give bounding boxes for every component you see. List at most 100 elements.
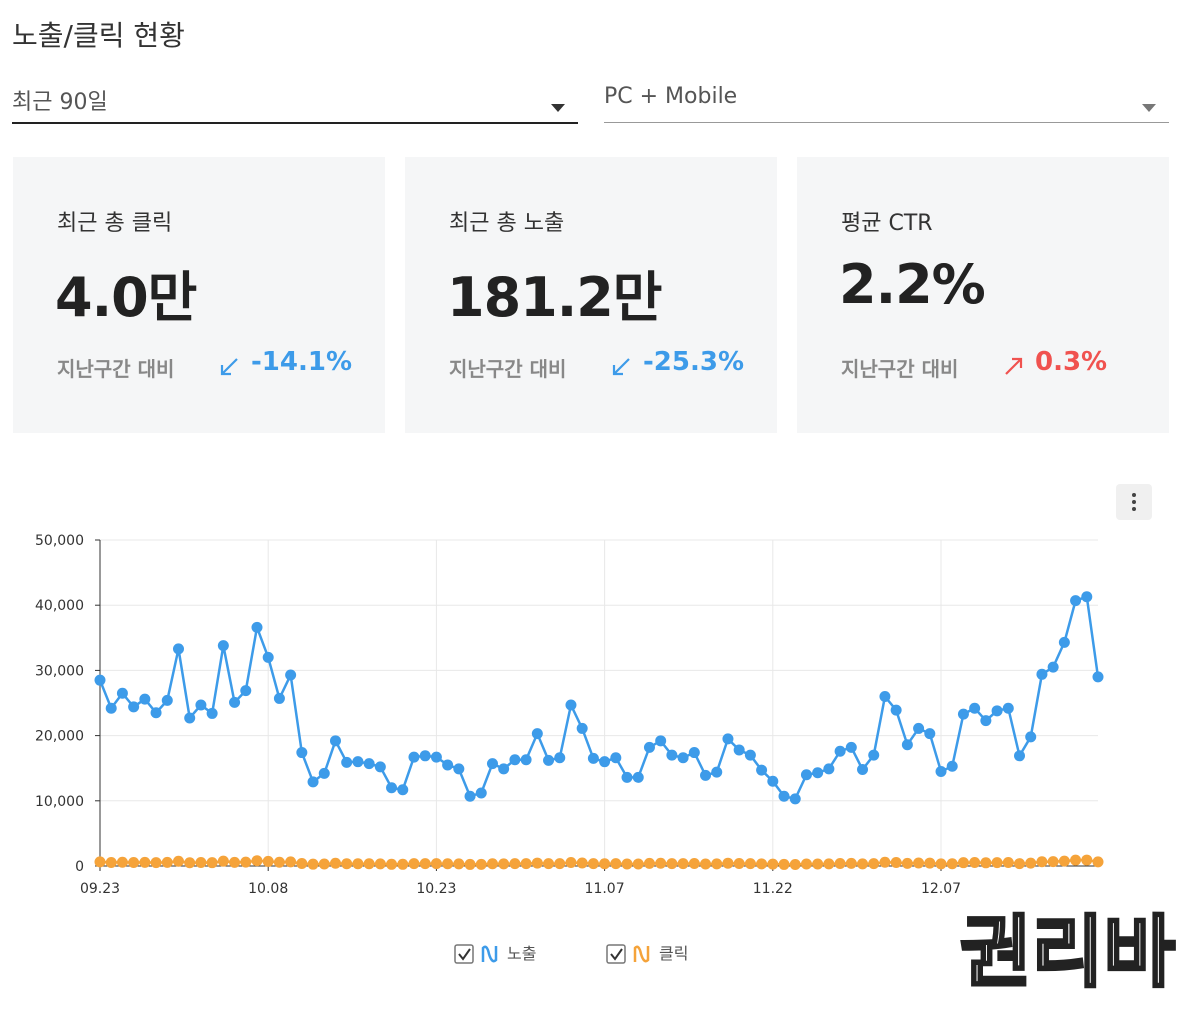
- data-point: [1058, 855, 1070, 867]
- chart: 0 10,000 20,000 30,000 40,000 50,000 09.23 10.0…: [35, 533, 1104, 964]
- y-tick-label: 50,000: [35, 533, 84, 549]
- data-point: [666, 858, 678, 870]
- data-point: [610, 858, 622, 870]
- data-point: [711, 766, 723, 778]
- data-point: [262, 651, 274, 663]
- data-point: [1058, 636, 1070, 648]
- chart-menu-button[interactable]: [1116, 484, 1152, 520]
- data-point: [419, 750, 431, 762]
- data-point: [845, 741, 857, 753]
- data-point: [206, 857, 218, 869]
- data-point: [980, 857, 992, 869]
- data-point: [1025, 731, 1037, 743]
- data-point: [1081, 591, 1093, 603]
- data-point: [139, 856, 151, 868]
- data-point: [565, 699, 577, 711]
- data-point: [386, 782, 398, 794]
- data-point: [565, 856, 577, 868]
- data-point: [464, 790, 476, 802]
- data-point: [800, 769, 812, 781]
- data-point: [599, 756, 611, 768]
- data-point: [150, 857, 162, 869]
- data-point: [688, 858, 700, 870]
- data-point: [890, 857, 902, 869]
- data-point: [554, 752, 566, 764]
- change-arrow: [612, 358, 630, 376]
- card-compare-label: 지난구간 대비: [57, 357, 175, 381]
- data-point: [610, 752, 622, 764]
- dropdown-arrow[interactable]: [1142, 104, 1156, 112]
- data-point: [946, 858, 958, 870]
- data-point: [486, 758, 498, 770]
- card-value: 2.2%: [839, 253, 986, 316]
- data-point: [643, 857, 655, 869]
- data-point: [655, 735, 667, 747]
- data-point: [700, 769, 712, 781]
- period-dropdown[interactable]: 최근 90일: [12, 90, 108, 115]
- legend-checkbox[interactable]: [454, 944, 474, 964]
- data-point: [576, 722, 588, 734]
- card-compare-label: 지난구간 대비: [841, 357, 959, 381]
- data-point: [554, 858, 566, 870]
- data-point: [172, 855, 184, 867]
- data-point: [128, 701, 140, 713]
- legend-item[interactable]: 클릭: [606, 944, 688, 964]
- data-point: [296, 747, 308, 759]
- data-point: [419, 858, 431, 870]
- data-point: [901, 739, 913, 751]
- data-point: [105, 702, 117, 714]
- card-label: 최근 총 클릭: [57, 211, 173, 236]
- data-point: [150, 707, 162, 719]
- data-point: [430, 751, 442, 763]
- data-point: [520, 754, 532, 766]
- dropdown-arrow[interactable]: [551, 104, 565, 112]
- y-tick-label: 30,000: [35, 663, 84, 679]
- data-point: [341, 756, 353, 768]
- arrow-shape: [612, 358, 630, 376]
- card-value: 181.2만: [447, 266, 662, 329]
- data-point: [913, 722, 925, 734]
- y-tick-label: 0: [75, 859, 84, 875]
- data-point: [845, 857, 857, 869]
- data-point: [632, 771, 644, 783]
- data-point: [464, 858, 476, 870]
- data-point: [823, 763, 835, 775]
- data-point: [195, 856, 207, 868]
- card-change: 0.3%: [1035, 347, 1108, 377]
- data-point: [229, 856, 241, 868]
- data-point: [980, 715, 992, 727]
- data-point: [767, 775, 779, 787]
- data-point: [823, 858, 835, 870]
- legend-checkbox[interactable]: [606, 944, 626, 964]
- data-point: [857, 858, 869, 870]
- data-point: [587, 858, 599, 870]
- data-point: [442, 759, 454, 771]
- legend-icon: [633, 945, 650, 963]
- data-point: [285, 669, 297, 681]
- device-dropdown[interactable]: PC + Mobile: [604, 84, 738, 109]
- data-point: [94, 856, 106, 868]
- data-point: [711, 858, 723, 870]
- data-point: [1002, 702, 1014, 714]
- dropdown-underline: [12, 122, 578, 124]
- data-point: [991, 705, 1003, 717]
- page-title: 노출/클릭 현황: [12, 19, 185, 52]
- data-point: [812, 858, 824, 870]
- data-point: [587, 752, 599, 764]
- data-point: [161, 856, 173, 868]
- checkmark: [610, 948, 623, 961]
- data-point: [430, 858, 442, 870]
- data-point: [935, 858, 947, 870]
- data-point: [767, 858, 779, 870]
- data-point: [655, 857, 667, 869]
- data-point: [1047, 661, 1059, 673]
- arrow-shape: [1005, 357, 1023, 375]
- data-point: [296, 858, 308, 870]
- summary-card: 최근 총 노출 181.2만 지난구간 대비 -25.3%: [405, 157, 777, 433]
- data-point: [789, 859, 801, 871]
- y-tick-label: 10,000: [35, 794, 84, 810]
- data-point: [924, 728, 936, 740]
- legend-item[interactable]: 노출: [454, 944, 536, 964]
- data-point: [991, 857, 1003, 869]
